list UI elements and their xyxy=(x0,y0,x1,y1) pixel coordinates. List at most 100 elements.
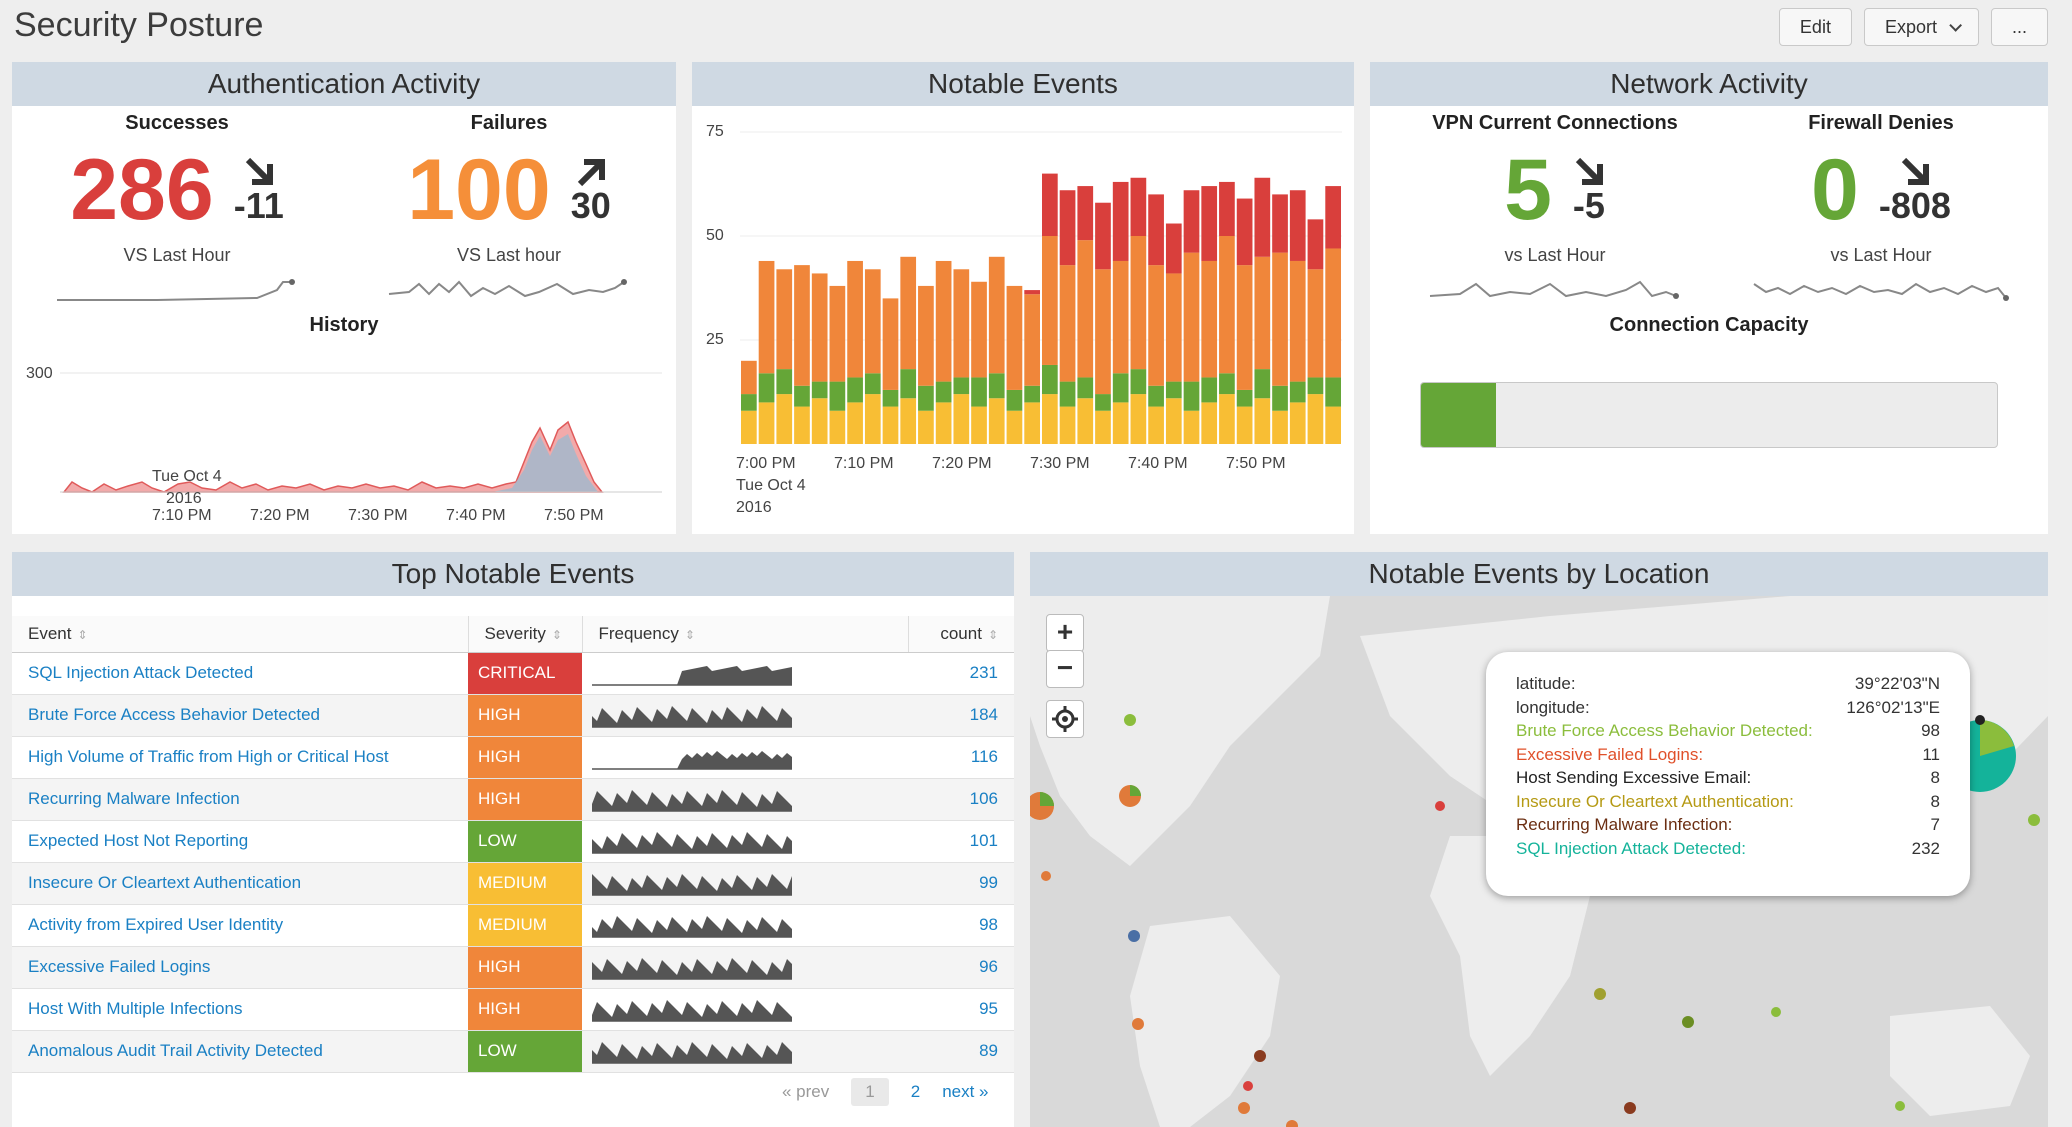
edit-button[interactable]: Edit xyxy=(1778,8,1852,46)
vpn-value[interactable]: 5 xyxy=(1504,142,1552,238)
notable-bar-segment xyxy=(1289,190,1306,261)
notable-ytick: 25 xyxy=(706,331,724,348)
notable-bar-segment xyxy=(758,260,775,374)
notable-bar-segment xyxy=(1148,265,1164,386)
notable-bar-segment xyxy=(1042,394,1058,444)
notable-ytick: 50 xyxy=(706,227,724,244)
count-link[interactable]: 184 xyxy=(908,694,1014,737)
notable-xtick: 7:30 PM xyxy=(1030,455,1090,472)
notable-bar-segment xyxy=(1236,265,1253,390)
notable-bar-segment xyxy=(829,410,846,444)
event-link[interactable]: Host With Multiple Infections xyxy=(12,988,468,1031)
notable-events-panel: Notable Events 75 50 25 7:00 PM 7:10 PM … xyxy=(692,62,1354,534)
notable-bar-segment xyxy=(1059,190,1076,266)
table-row[interactable]: Expected Host Not Reporting LOW 101 xyxy=(12,820,1014,863)
vpn-label: VPN Current Connections xyxy=(1432,112,1678,134)
notable-bar-segment xyxy=(1272,410,1288,444)
notable-bar-segment xyxy=(1236,406,1253,444)
notable-bar-segment xyxy=(1272,252,1288,386)
arrow-down-right-icon xyxy=(245,157,273,185)
event-link[interactable]: Activity from Expired User Identity xyxy=(12,904,468,947)
firewall-label: Firewall Denies xyxy=(1808,112,1954,134)
notable-bar-segment xyxy=(1077,377,1094,399)
zoom-out-button[interactable]: − xyxy=(1046,650,1084,688)
notable-xtick: 7:10 PM xyxy=(834,455,894,472)
notable-bar-segment xyxy=(741,394,757,411)
column-header-event[interactable]: Event ⇕ xyxy=(12,616,469,653)
notable-bar-segment xyxy=(1112,373,1129,403)
column-header-count[interactable]: count ⇕ xyxy=(908,616,1014,653)
notable-events-title: Notable Events xyxy=(692,62,1354,106)
notable-bar-segment xyxy=(811,398,828,444)
event-link[interactable]: Brute Force Access Behavior Detected xyxy=(12,694,468,737)
notable-bar-segment xyxy=(864,269,881,374)
event-link[interactable]: Recurring Malware Infection xyxy=(12,778,468,821)
notable-bar-segment xyxy=(971,406,987,444)
locate-button[interactable] xyxy=(1046,700,1084,738)
notable-bar-segment xyxy=(741,410,757,444)
page-2-link[interactable]: 2 xyxy=(910,1082,921,1101)
page-1-link[interactable]: 1 xyxy=(851,1078,889,1106)
column-header-severity[interactable]: Severity ⇕ xyxy=(468,616,583,653)
tooltip-item-value: 232 xyxy=(1911,838,1940,858)
event-link[interactable]: Insecure Or Cleartext Authentication xyxy=(12,862,468,905)
count-link[interactable]: 231 xyxy=(908,652,1014,695)
event-link[interactable]: SQL Injection Attack Detected xyxy=(12,652,468,695)
notable-bar-segment xyxy=(935,381,952,403)
table-row[interactable]: Excessive Failed Logins HIGH 96 xyxy=(12,946,1014,989)
successes-value[interactable]: 286 xyxy=(70,142,214,238)
frequency-sparkline xyxy=(582,946,908,989)
notable-bar-segment xyxy=(1059,265,1076,382)
tooltip-item-value: 8 xyxy=(1930,768,1940,787)
firewall-sparkline xyxy=(1753,282,2009,301)
zoom-in-button[interactable]: + xyxy=(1046,614,1084,652)
notable-bar-segment xyxy=(741,360,757,395)
tooltip-item: Brute Force Access Behavior Detected: 98 xyxy=(1516,719,1940,743)
notable-bar-segment xyxy=(1236,198,1253,266)
count-link[interactable]: 98 xyxy=(908,904,1014,947)
table-row[interactable]: Activity from Expired User Identity MEDIU… xyxy=(12,904,1014,947)
count-link[interactable]: 96 xyxy=(908,946,1014,989)
event-link[interactable]: High Volume of Traffic from High or Crit… xyxy=(12,736,468,779)
table-row[interactable]: Recurring Malware Infection HIGH 106 xyxy=(12,778,1014,821)
column-header-frequency[interactable]: Frequency ⇕ xyxy=(582,616,909,653)
count-link[interactable]: 95 xyxy=(908,988,1014,1031)
map-panel: Notable Events by Location xyxy=(1030,552,2048,1127)
table-row[interactable]: High Volume of Traffic from High or Crit… xyxy=(12,736,1014,779)
count-link[interactable]: 116 xyxy=(908,736,1014,779)
export-button[interactable]: Export xyxy=(1863,8,1979,46)
prev-page-link[interactable]: « prev xyxy=(782,1082,830,1101)
notable-bar-segment xyxy=(1006,410,1023,444)
count-link[interactable]: 89 xyxy=(908,1030,1014,1073)
severity-badge: MEDIUM xyxy=(468,904,582,947)
table-row[interactable]: Host With Multiple Infections HIGH 95 xyxy=(12,988,1014,1031)
more-button[interactable]: ... xyxy=(1990,8,2048,46)
event-link[interactable]: Expected Host Not Reporting xyxy=(12,820,468,863)
sort-icon: ⇕ xyxy=(684,627,695,642)
successes-delta: -11 xyxy=(233,185,284,226)
notable-bar-segment xyxy=(971,377,987,407)
event-link[interactable]: Excessive Failed Logins xyxy=(12,946,468,989)
count-link[interactable]: 101 xyxy=(908,820,1014,863)
notable-bar-segment xyxy=(1272,194,1288,253)
notable-bar-segment xyxy=(1219,373,1235,395)
next-page-link[interactable]: next » xyxy=(942,1082,989,1101)
firewall-value[interactable]: 0 xyxy=(1811,142,1859,238)
count-link[interactable]: 99 xyxy=(908,862,1014,905)
table-row[interactable]: Anomalous Audit Trail Activity Detected L… xyxy=(12,1030,1014,1073)
count-link[interactable]: 106 xyxy=(908,778,1014,821)
event-link[interactable]: Anomalous Audit Trail Activity Detected xyxy=(12,1030,468,1073)
notable-bar-segment xyxy=(1289,381,1306,403)
tooltip-item-label: Recurring Malware Infection: xyxy=(1516,815,1733,834)
tooltip-longitude: 126°02'13"E xyxy=(1846,697,1940,717)
notable-bar-segment xyxy=(1130,236,1147,370)
notable-bar-segment xyxy=(1042,364,1058,395)
failures-value[interactable]: 100 xyxy=(407,142,551,238)
failures-label: Failures xyxy=(470,112,548,134)
table-row[interactable]: SQL Injection Attack Detected CRITICAL 231 xyxy=(12,652,1014,695)
table-row[interactable]: Insecure Or Cleartext Authentication MEDI… xyxy=(12,862,1014,905)
notable-bar-segment xyxy=(1095,269,1111,395)
notable-bar-segment xyxy=(1254,177,1271,257)
table-row[interactable]: Brute Force Access Behavior Detected HIGH… xyxy=(12,694,1014,737)
map-title: Notable Events by Location xyxy=(1030,552,2048,596)
